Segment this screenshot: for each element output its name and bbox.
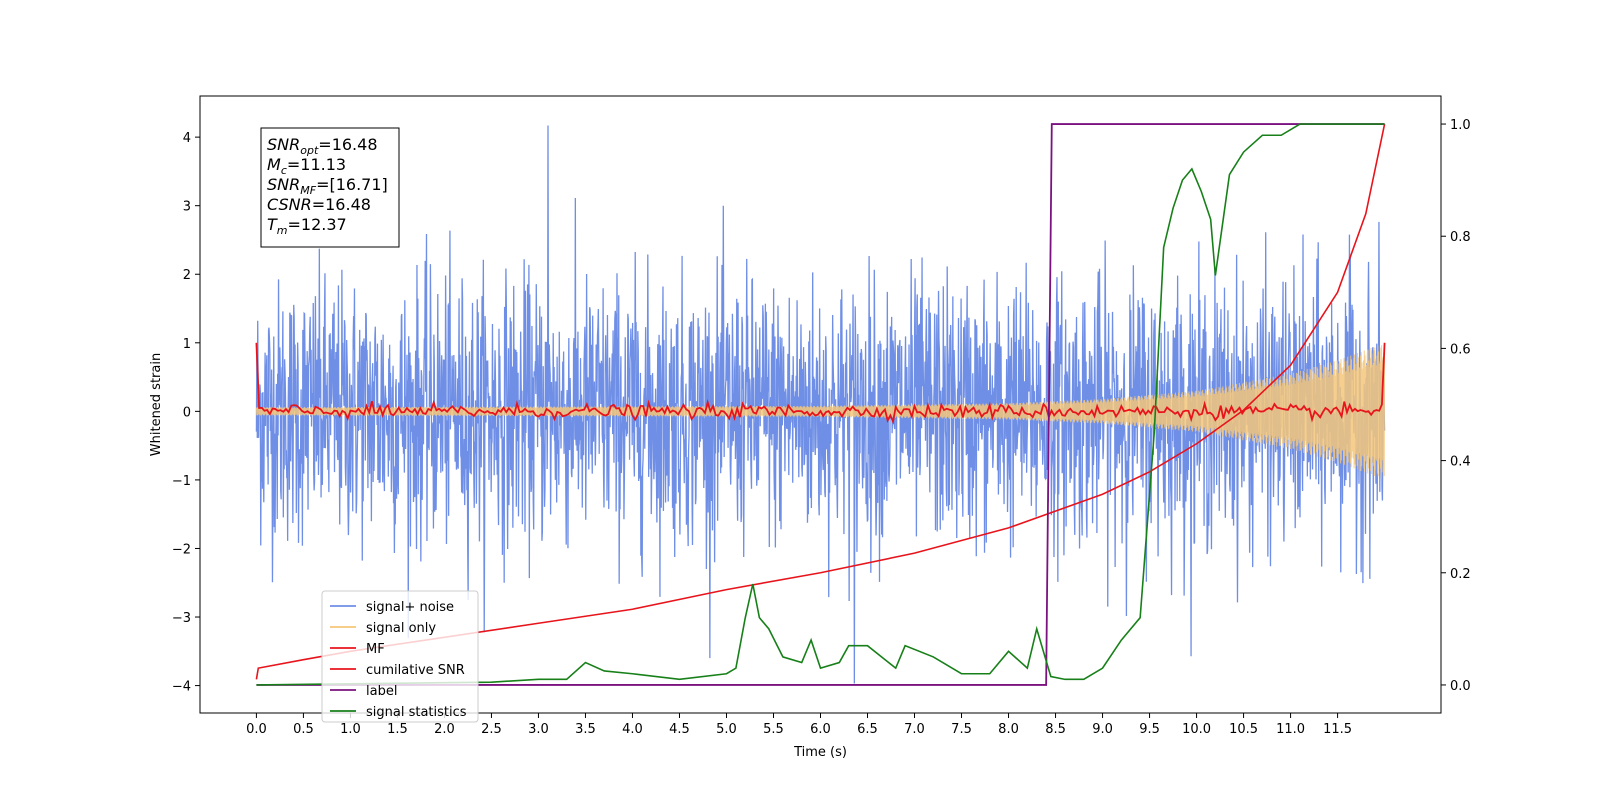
x-tick-label: 4.5 [669, 722, 690, 737]
x-tick-label: 1.0 [340, 722, 361, 737]
x-tick-label: 8.0 [998, 722, 1019, 737]
series-signal-statistics-line [256, 123, 1385, 686]
annotation-line: Tm=12.37 [267, 215, 347, 237]
y2-tick-label: 0.6 [1450, 342, 1471, 357]
y-tick-label: −2 [172, 542, 191, 557]
x-tick-label: 0.5 [293, 722, 314, 737]
x-axis-label: Time (s) [793, 745, 847, 760]
y-tick-label: 0 [183, 405, 191, 420]
y-tick-label: 1 [183, 337, 191, 352]
annotation-line: Mc=11.13 [267, 155, 346, 177]
y-tick-label: −4 [172, 680, 191, 695]
legend-label: signal statistics [366, 705, 467, 720]
x-tick-label: 5.5 [763, 722, 784, 737]
y2-tick-label: 0.2 [1450, 567, 1471, 582]
x-tick-label: 11.5 [1323, 722, 1352, 737]
annotation-line: SNRopt=16.48 [267, 135, 378, 157]
y-tick-label: 3 [183, 200, 191, 215]
y-tick-label: −3 [172, 611, 191, 626]
series-mf-line [255, 342, 1386, 425]
series-signal-only-line [255, 342, 1386, 479]
axes-layer: 0.0 0.5 1.0 1.5 2.0 2.5 3.0 3.5 4.0 4.5 5.0 5.5 6.0 6… [172, 118, 1471, 737]
annotation-box: SNRopt=16.48Mc=11.13SNRMF=[16.71]CSNR=16… [260, 127, 400, 248]
series-signal-noise-line [255, 125, 1386, 684]
x-tick-label: 9.5 [1139, 722, 1160, 737]
x-tick-label: 6.0 [810, 722, 831, 737]
x-tick-label: 7.5 [951, 722, 972, 737]
y2-tick-label: 0.8 [1450, 230, 1471, 245]
y-tick-label: 2 [183, 268, 191, 283]
y-tick-label: 4 [183, 131, 191, 146]
x-tick-label: 7.0 [904, 722, 925, 737]
x-tick-label: 2.5 [481, 722, 502, 737]
y2-tick-label: 1.0 [1450, 118, 1471, 133]
y2-tick-label: 0.0 [1450, 679, 1471, 694]
legend-frame [321, 590, 479, 723]
x-tick-label: 5.0 [716, 722, 737, 737]
x-tick-label: 4.0 [622, 722, 643, 737]
legend-label: signal only [366, 621, 436, 636]
x-tick-label: 2.0 [434, 722, 455, 737]
legend-label: MF [366, 642, 385, 657]
legend-label: signal+ noise [366, 600, 454, 615]
x-tick-label: 11.0 [1276, 722, 1305, 737]
legend-label: label [366, 684, 397, 699]
x-tick-label: 0.0 [246, 722, 267, 737]
x-tick-label: 8.5 [1045, 722, 1066, 737]
x-tick-label: 10.5 [1229, 722, 1258, 737]
x-tick-label: 10.0 [1182, 722, 1211, 737]
legend: signal+ noise signal only MF cumilative SNR… [321, 590, 479, 723]
x-tick-label: 3.0 [528, 722, 549, 737]
annotation-line: CSNR=16.48 [267, 195, 371, 214]
annotation-frame [260, 127, 400, 248]
x-tick-label: 3.5 [575, 722, 596, 737]
x-tick-label: 6.5 [857, 722, 878, 737]
y2-tick-label: 0.4 [1450, 455, 1471, 470]
annotation-line: SNRMF=[16.71] [267, 175, 388, 197]
x-tick-label: 1.5 [387, 722, 408, 737]
legend-label: cumilative SNR [366, 663, 465, 678]
y-axis-label: Whitened strain [149, 353, 164, 456]
x-tick-label: 9.0 [1092, 722, 1113, 737]
series-label-line [256, 123, 1385, 686]
y-tick-label: −1 [172, 474, 191, 489]
